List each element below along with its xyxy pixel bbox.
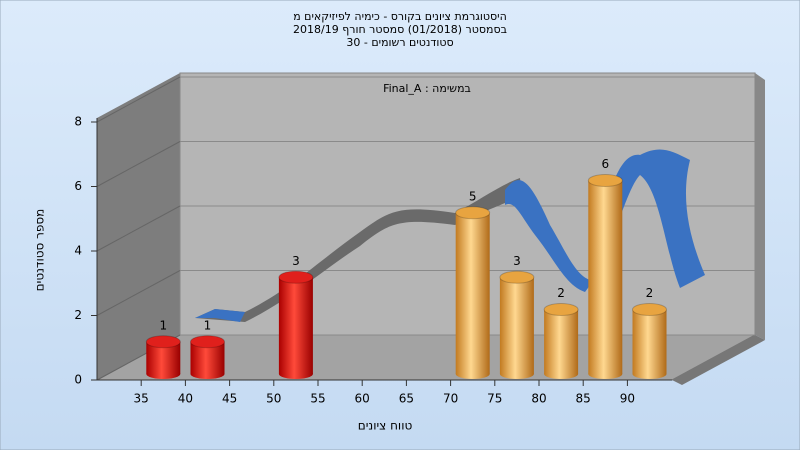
y-tick-label: 2 (74, 308, 82, 322)
bar-top (190, 335, 225, 349)
wall-shadow (755, 73, 765, 340)
value-label: 6 (601, 157, 609, 171)
chart-title: בסמסטר (01/2018) סמסטר חורף 2018/19 (293, 23, 507, 36)
bar (455, 212, 490, 374)
x-tick-label: 90 (620, 392, 635, 406)
value-label: 5 (469, 189, 477, 203)
left-wall (97, 73, 180, 380)
ribbon (195, 149, 705, 322)
grid-line (96, 270, 181, 316)
value-label: 2 (557, 286, 565, 300)
x-tick-label: 70 (443, 392, 458, 406)
bar (278, 277, 313, 374)
bar-base (632, 369, 667, 379)
value-label: 3 (513, 254, 521, 268)
bar (544, 309, 579, 374)
bar-base (588, 369, 623, 379)
x-tick-label: 35 (134, 392, 149, 406)
bar-top (632, 303, 667, 316)
bar-base (544, 369, 579, 379)
grid-line (96, 76, 181, 123)
grid-line (96, 205, 181, 252)
bar (588, 180, 623, 374)
floor-edge (672, 335, 765, 385)
chart-title: סטודנטים רשומים - 30 (346, 36, 453, 49)
bar-top (455, 206, 491, 220)
x-tick-label: 80 (531, 392, 546, 406)
value-label: 2 (646, 286, 654, 300)
bar-base (278, 369, 313, 379)
chart-title: היסטוגרמת ציונים בקורס - כימיה לפיזיקאים… (293, 10, 507, 23)
x-tick-label: 45 (222, 392, 237, 406)
value-label: 1 (159, 318, 167, 332)
grid-line (96, 141, 181, 187)
x-tick-label: 60 (355, 392, 370, 406)
x-axis-label: טווח ציונים (358, 419, 413, 433)
bar-base (146, 369, 181, 379)
x-tick-label: 75 (487, 392, 502, 406)
annotation: Final_A : במשימה (383, 82, 471, 95)
y-tick-label: 6 (74, 179, 82, 193)
y-tick-label: 4 (74, 244, 82, 258)
bar-base (499, 369, 534, 379)
bar-base (455, 369, 490, 379)
bar (499, 277, 534, 374)
bar-top (543, 303, 579, 316)
bar-top (499, 270, 535, 284)
x-tick-label: 65 (399, 392, 414, 406)
bar-top (278, 270, 314, 284)
x-tick-label: 85 (576, 392, 591, 406)
bar-top (587, 174, 623, 187)
y-tick-label: 0 (74, 373, 82, 387)
bar-base (190, 369, 225, 379)
ribbon (195, 178, 522, 322)
y-tick-label: 8 (74, 115, 82, 129)
x-tick-label: 55 (310, 392, 325, 406)
bar (632, 309, 667, 374)
value-label: 1 (204, 318, 212, 332)
x-tick-label: 50 (266, 392, 281, 406)
value-label: 3 (292, 254, 300, 268)
x-tick-label: 40 (178, 392, 193, 406)
y-axis-label: מספר סטודנטים (33, 209, 47, 292)
bar-top (145, 335, 181, 349)
